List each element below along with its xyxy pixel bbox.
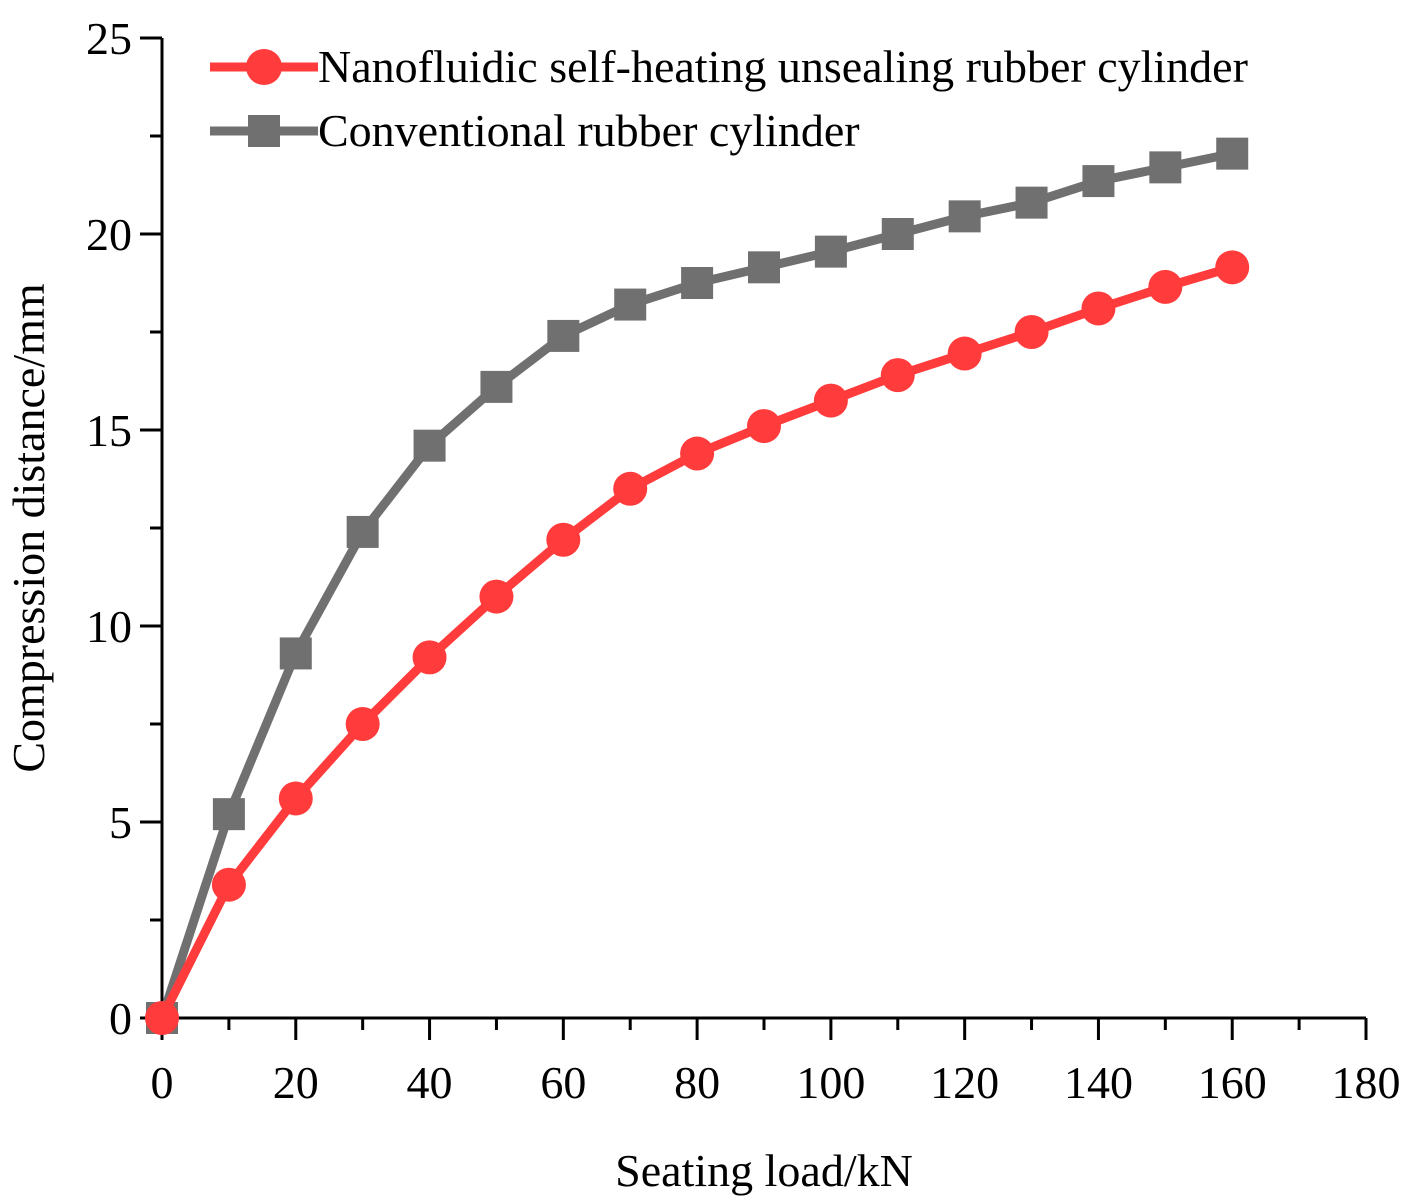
x-tick-label: 40: [407, 1057, 453, 1108]
y-tick-label: 10: [86, 601, 132, 652]
x-tick-label: 80: [674, 1057, 720, 1108]
data-point: [479, 579, 514, 614]
data-point: [881, 218, 914, 250]
axes: [160, 38, 1366, 1020]
data-point: [814, 235, 847, 268]
data-point: [1215, 250, 1250, 285]
data-point: [680, 436, 715, 471]
series-line: [157, 263, 1234, 1021]
data-point: [279, 637, 312, 670]
x-tick-label: 60: [540, 1057, 586, 1108]
x-axis-title: Seating load/kN: [615, 1145, 913, 1196]
x-tick-label: 100: [796, 1057, 865, 1108]
data-point: [211, 867, 246, 902]
data-point: [813, 383, 848, 418]
data-point: [1015, 186, 1048, 219]
data-point: [1148, 269, 1183, 304]
data-point: [546, 522, 581, 557]
y-ticks: 0 5 10 15 20 25: [86, 13, 162, 1044]
data-point: [145, 1001, 179, 1035]
x-tick-label: 180: [1332, 1057, 1401, 1108]
y-tick-label: 25: [86, 13, 132, 64]
data-point: [412, 640, 447, 675]
data-point: [345, 707, 380, 741]
data-point: [681, 267, 714, 299]
data-point: [880, 358, 915, 393]
data-point: [748, 251, 780, 284]
data-point: [1081, 291, 1116, 326]
data-point: [413, 429, 446, 462]
y-axis-title: Compression distance/mm: [3, 283, 54, 773]
data-point: [947, 336, 982, 371]
series-layer: [145, 137, 1250, 1035]
x-tick-label: 0: [151, 1057, 174, 1108]
data-point: [212, 798, 245, 831]
legend-item: Nanofluidic self-heating unsealing rubbe…: [210, 41, 1248, 92]
data-point: [1014, 315, 1049, 349]
legend-label: Conventional rubber cylinder: [318, 105, 860, 156]
data-point: [248, 115, 280, 147]
x-tick-label: 160: [1198, 1057, 1267, 1108]
y-tick-label: 20: [86, 209, 132, 260]
data-point: [1082, 165, 1115, 198]
data-point: [246, 49, 282, 85]
y-tick-label: 0: [109, 993, 132, 1044]
data-point: [948, 200, 981, 233]
series-nanofluidic: [145, 250, 1250, 1035]
legend-item: Conventional rubber cylinder: [210, 105, 860, 156]
data-point: [1216, 137, 1249, 170]
series-conventional: [146, 137, 1249, 1034]
data-point: [614, 288, 647, 321]
x-tick-label: 120: [930, 1057, 999, 1108]
data-point: [278, 781, 313, 816]
data-point: [346, 515, 379, 548]
y-tick-label: 15: [86, 405, 132, 456]
data-point: [547, 319, 580, 352]
x-tick-label: 140: [1064, 1057, 1133, 1108]
data-point: [480, 370, 513, 403]
legend: Nanofluidic self-heating unsealing rubbe…: [210, 41, 1248, 156]
data-point: [1149, 151, 1182, 184]
legend-label: Nanofluidic self-heating unsealing rubbe…: [318, 41, 1248, 92]
data-point: [747, 409, 781, 444]
x-ticks: 0 20 40 60 80 100 120 140 160 180: [151, 1018, 1401, 1108]
data-point: [613, 471, 648, 506]
y-tick-label: 5: [109, 797, 132, 848]
x-tick-label: 20: [273, 1057, 319, 1108]
